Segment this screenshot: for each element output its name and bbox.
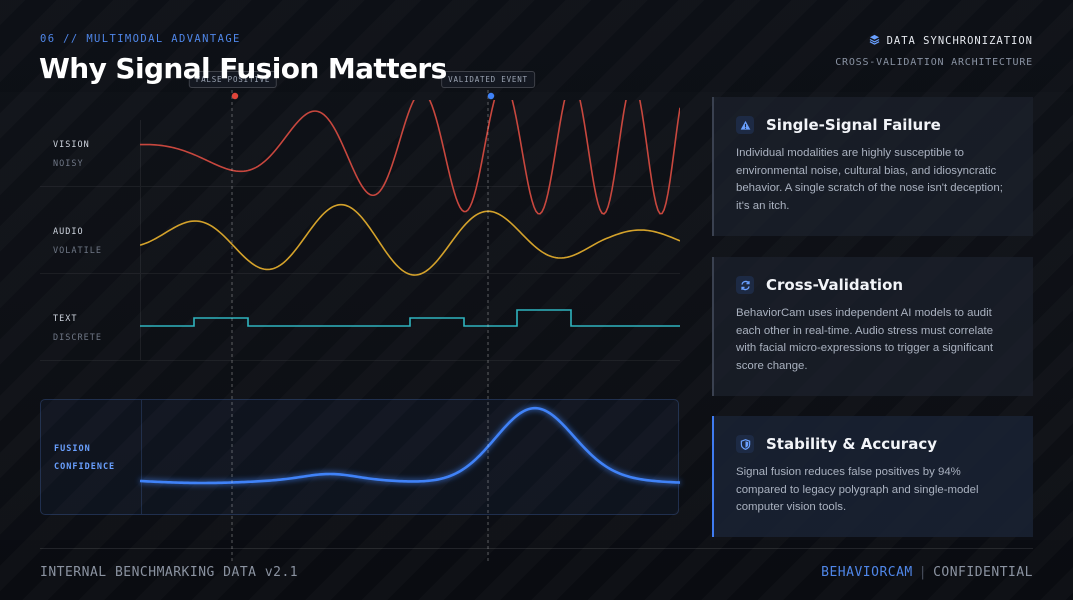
card-body: Signal fusion reduces false positives by… — [736, 466, 979, 513]
card-title: Single-Signal Failure — [766, 116, 941, 134]
lane-audio: AUDIO VOLATILE — [40, 187, 680, 274]
card-body: BehaviorCam uses independent AI models t… — [736, 307, 994, 372]
sync-subtitle: CROSS-VALIDATION ARCHITECTURE — [835, 57, 1033, 68]
shield-icon — [736, 435, 754, 453]
refresh-icon — [736, 276, 754, 294]
fusion-name: FUSION — [54, 444, 91, 454]
vision-signal-line — [140, 100, 680, 215]
card-cross-validation: Cross-Validation BehaviorCam uses indepe… — [712, 257, 1033, 396]
card-single-signal-failure: Single-Signal Failure Individual modalit… — [712, 97, 1033, 236]
sync-header: DATA SYNCHRONIZATION CROSS-VALIDATION AR… — [835, 32, 1033, 68]
footer-separator: | — [918, 565, 928, 580]
false-positive-tag: FALSE POSITIVE — [188, 71, 278, 88]
footer-right: BEHAVIORCAM | CONFIDENTIAL — [821, 565, 1033, 580]
lane-vision: VISION NOISY — [40, 100, 680, 187]
signal-chart: VISION NOISY AUDIO VOLATILE TEXT DISCRET… — [40, 71, 681, 562]
fusion-sub: CONFIDENCE — [54, 462, 116, 472]
card-title: Cross-Validation — [766, 276, 904, 294]
footer-divider — [40, 548, 1033, 549]
lane-sub: NOISY — [53, 159, 84, 169]
signal-plots — [139, 90, 681, 562]
lane-name: AUDIO — [53, 227, 84, 237]
lane-text: TEXT DISCRETE — [40, 274, 680, 361]
card-stability-accuracy: Stability & Accuracy Signal fusion reduc… — [712, 416, 1033, 537]
confidential-label: CONFIDENTIAL — [933, 565, 1033, 580]
warning-icon — [736, 116, 754, 134]
card-body: Individual modalities are highly suscept… — [736, 147, 1003, 212]
fusion-confidence-line — [139, 406, 681, 485]
brand-name: BEHAVIORCAM — [821, 565, 913, 580]
text-signal-line — [140, 309, 680, 327]
layers-icon — [869, 32, 880, 50]
false-positive-dot — [231, 92, 239, 100]
validated-event-dot — [487, 92, 495, 100]
lane-name: TEXT — [53, 314, 78, 324]
audio-signal-line — [140, 203, 680, 276]
lane-sub: VOLATILE — [53, 246, 102, 256]
page-title: Why Signal Fusion Matters — [39, 52, 447, 85]
card-title: Stability & Accuracy — [766, 435, 937, 453]
fusion-panel: FUSION CONFIDENCE — [40, 399, 679, 515]
footer-left-text: INTERNAL BENCHMARKING DATA v2.1 — [40, 565, 299, 580]
lane-sub: DISCRETE — [53, 333, 102, 343]
lane-name: VISION — [53, 140, 90, 150]
validated-event-tag: VALIDATED EVENT — [441, 71, 535, 88]
sync-label: DATA SYNCHRONIZATION — [886, 35, 1033, 47]
section-kicker: 06 // MULTIMODAL ADVANTAGE — [40, 33, 241, 45]
